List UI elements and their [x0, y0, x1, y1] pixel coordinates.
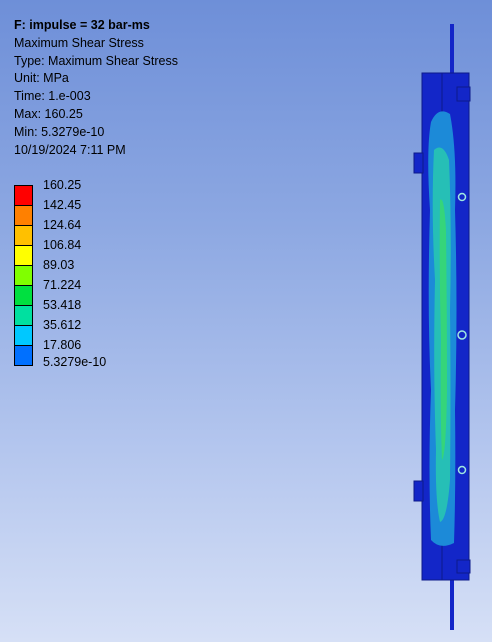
model-bolt-hole — [457, 330, 467, 340]
legend-label: 17.806 — [43, 338, 82, 352]
legend-swatch — [15, 306, 32, 326]
result-max: Max: 160.25 — [14, 106, 83, 121]
result-name: Maximum Shear Stress — [14, 35, 144, 50]
model-pin-bottom — [450, 576, 454, 630]
legend-color-bar — [14, 185, 33, 366]
legend-swatch — [15, 226, 32, 246]
result-title: F: impulse = 32 bar-ms — [14, 18, 150, 32]
result-info-panel: F: impulse = 32 bar-ms Maximum Shear Str… — [14, 17, 178, 159]
legend-label: 71.224 — [43, 278, 82, 292]
model-tab-upper — [413, 152, 424, 174]
legend-label: 160.25 — [43, 178, 82, 192]
model-bolt-hole — [457, 192, 467, 202]
model-geometry — [413, 24, 471, 630]
fea-model-viewport[interactable] — [400, 10, 490, 635]
legend-label: 106.84 — [43, 238, 82, 252]
legend-swatch — [15, 326, 32, 346]
legend-label: 35.612 — [43, 318, 82, 332]
legend-label: 89.03 — [43, 258, 75, 272]
model-tab-lower — [413, 480, 424, 502]
result-type: Type: Maximum Shear Stress — [14, 53, 178, 68]
legend-label: 124.64 — [43, 218, 82, 232]
legend-swatch — [15, 346, 32, 365]
legend-label: 5.3279e-10 — [43, 355, 107, 369]
legend-label: 142.45 — [43, 198, 82, 212]
model-notch-top — [456, 86, 471, 102]
result-date: 10/19/2024 7:11 PM — [14, 142, 126, 157]
stress-contour-mid-high — [439, 199, 447, 460]
result-time: Time: 1.e-003 — [14, 89, 91, 104]
result-unit: Unit: MPa — [14, 71, 69, 86]
legend-swatch — [15, 246, 32, 266]
model-pin-top — [450, 24, 454, 86]
legend-swatch — [15, 266, 32, 286]
model-notch-bottom — [456, 559, 471, 574]
legend-swatch — [15, 206, 32, 226]
model-bolt-hole — [457, 465, 467, 475]
color-legend[interactable]: 160.25 142.45 124.64 106.84 89.03 71.224… — [14, 178, 134, 378]
legend-swatch — [15, 186, 32, 206]
result-min: Min: 5.3279e-10 — [14, 124, 105, 139]
legend-swatch — [15, 286, 32, 306]
legend-label: 53.418 — [43, 298, 82, 312]
